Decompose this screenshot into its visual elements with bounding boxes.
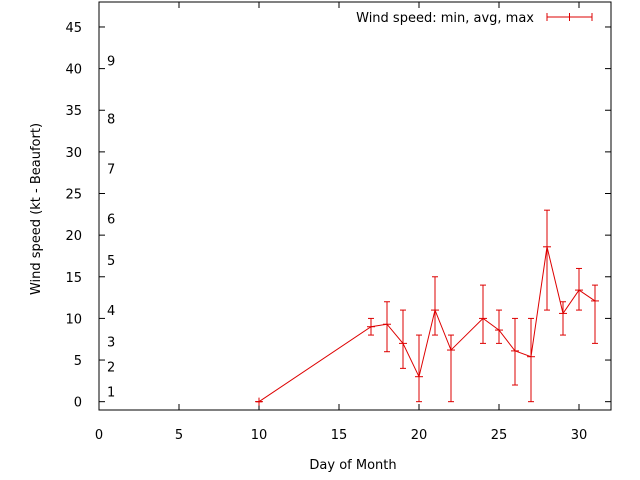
beaufort-scale-labels: 1 2 3 4 5 6 7 8 9 <box>107 54 115 400</box>
series-layer <box>255 209 599 406</box>
y-tick-label: 20 <box>65 229 82 244</box>
y-axis-label: Wind speed (kt - Beaufort) <box>29 123 44 295</box>
y-tick-label: 25 <box>65 188 82 203</box>
beaufort-label: 7 <box>107 163 115 178</box>
beaufort-label: 6 <box>107 212 115 227</box>
beaufort-label: 1 <box>107 386 115 401</box>
beaufort-label: 3 <box>107 336 115 351</box>
x-tick-label: 10 <box>251 428 268 443</box>
x-tick-label: 0 <box>95 428 103 443</box>
beaufort-label: 8 <box>107 113 115 128</box>
legend-label: Wind speed: min, avg, max <box>356 11 534 26</box>
y-tick-label: 0 <box>74 396 82 411</box>
y-tick-label: 5 <box>74 354 82 369</box>
y-tick-label: 45 <box>65 21 82 36</box>
beaufort-label: 5 <box>107 254 115 269</box>
x-axis: 0 5 10 15 20 25 30 <box>95 2 587 443</box>
plot-frame <box>98 1 612 411</box>
y-tick-label: 30 <box>65 146 82 161</box>
y-tick-label: 35 <box>65 104 82 119</box>
legend: Wind speed: min, avg, max <box>356 11 593 26</box>
y-tick-label: 10 <box>65 312 82 327</box>
beaufort-label: 9 <box>107 54 115 69</box>
x-axis-label: Day of Month <box>309 458 396 473</box>
x-tick-label: 5 <box>175 428 183 443</box>
series-line <box>258 246 596 403</box>
beaufort-label: 2 <box>107 361 115 376</box>
x-tick-label: 15 <box>331 428 348 443</box>
x-tick-label: 25 <box>491 428 508 443</box>
y-tick-label: 40 <box>65 63 82 78</box>
beaufort-label: 4 <box>107 304 115 319</box>
y-tick-label: 15 <box>65 271 82 286</box>
x-tick-label: 20 <box>411 428 428 443</box>
x-tick-label: 30 <box>571 428 588 443</box>
